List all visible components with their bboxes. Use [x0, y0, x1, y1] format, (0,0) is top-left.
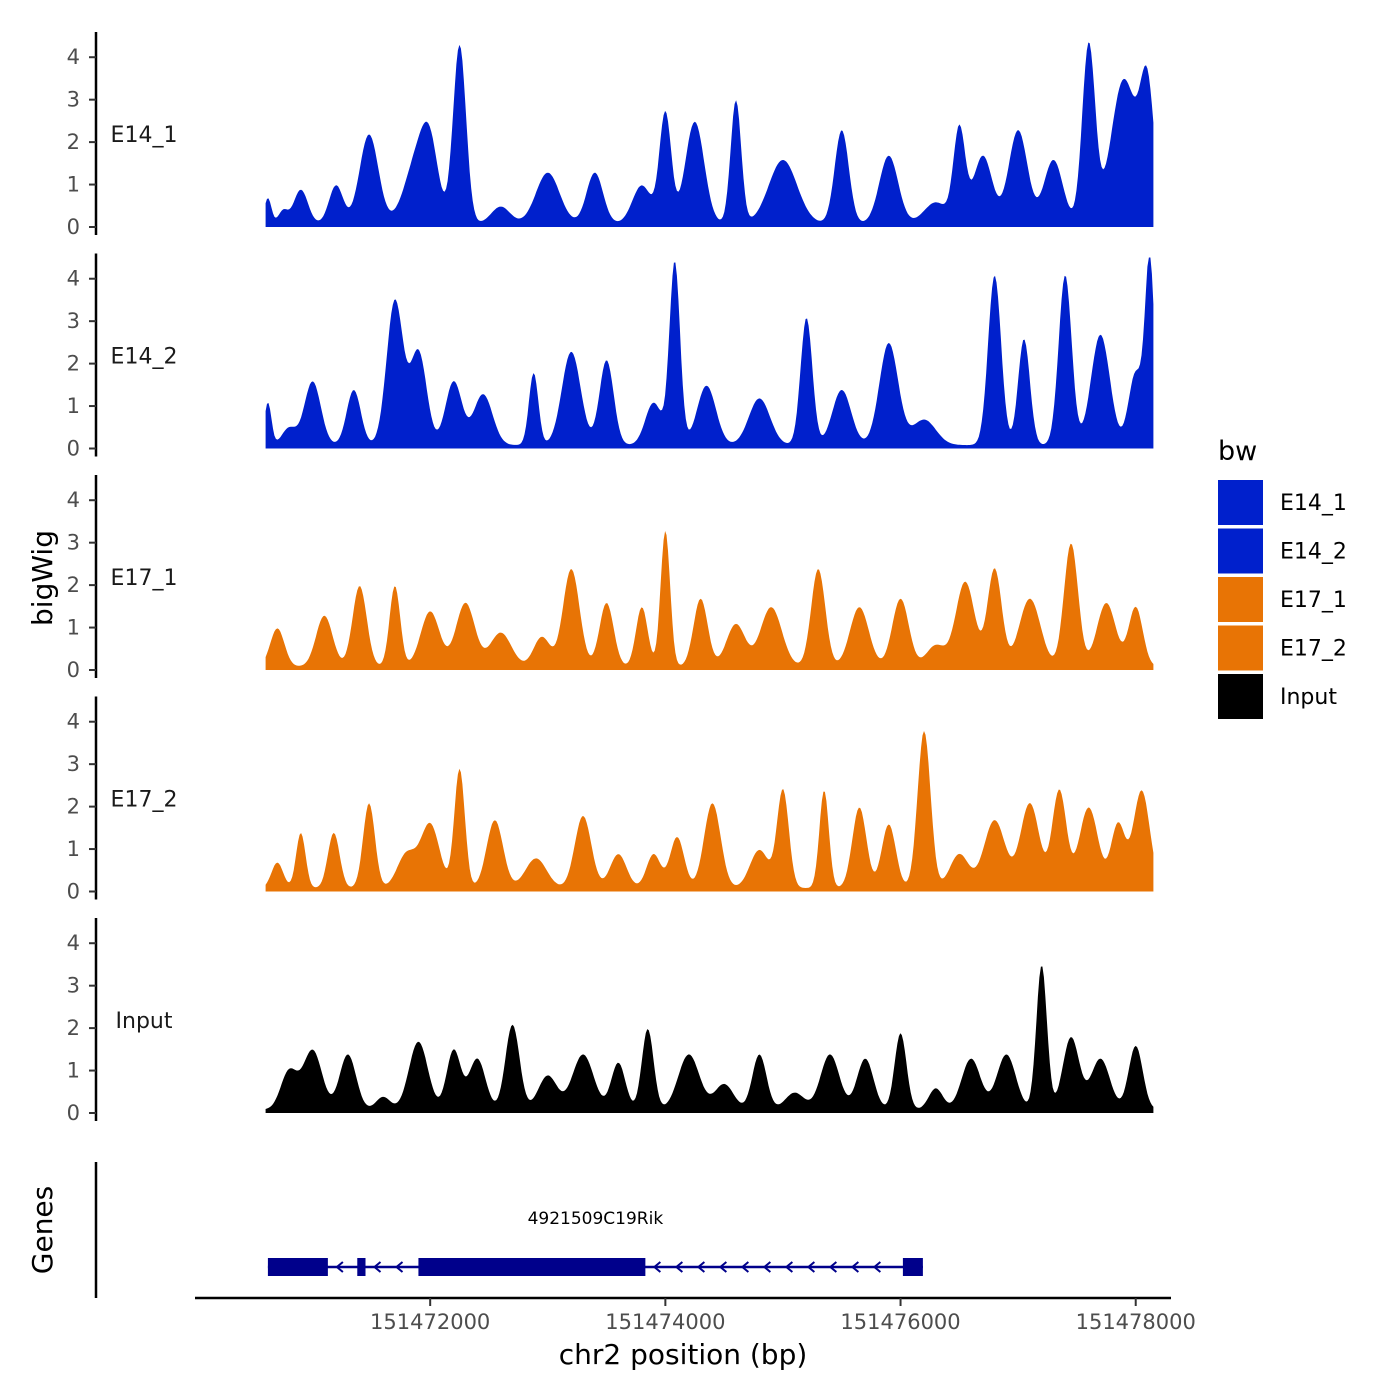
signal-tracks: 0 1 2 3 4 E14_1 0 1 2 3 4 E14_2 0 1 2 3 4 E17_1 0 1 2 3 4 E17_2…: [67, 32, 1154, 1125]
y-tick-label: 1: [67, 173, 80, 197]
y-tick-label: 4: [67, 710, 80, 734]
track-e17-1: 0 1 2 3 4 E17_1: [67, 475, 1154, 682]
x-tick-label: 151476000: [840, 1310, 960, 1334]
y-tick-label: 0: [67, 880, 80, 904]
legend-entry: E14_1: [1218, 480, 1347, 525]
gene-exon: [357, 1258, 366, 1276]
strand-arrow: [828, 1261, 838, 1273]
gene-track-title: Genes: [26, 1186, 59, 1274]
signal-area: [265, 966, 1154, 1113]
y-tick-label: 2: [67, 795, 80, 819]
legend-label: E17_2: [1280, 637, 1347, 662]
legend-swatch: [1218, 674, 1263, 719]
x-tick-label: 151474000: [605, 1310, 725, 1334]
legend-entry: E17_2: [1218, 625, 1347, 671]
signal-area: [265, 731, 1154, 892]
strand-arrow: [335, 1261, 344, 1273]
y-tick-label: 4: [67, 488, 80, 512]
track-e14-1: 0 1 2 3 4 E14_1: [67, 32, 1154, 239]
strand-arrow: [762, 1261, 772, 1273]
y-tick-label: 4: [67, 931, 80, 955]
gene-exon: [418, 1258, 646, 1276]
strand-arrow: [696, 1261, 706, 1273]
signal-area: [265, 531, 1154, 670]
signal-area: [265, 42, 1154, 227]
y-tick-label: 0: [67, 215, 80, 239]
legend: bw E14_1 E14_2 E17_1 E17_2 Input: [1218, 436, 1347, 719]
x-tick-label: 151472000: [370, 1310, 490, 1334]
x-tick-label: 151478000: [1076, 1310, 1196, 1334]
strand-arrow: [372, 1261, 382, 1273]
y-tick-label: 1: [67, 1059, 80, 1083]
track-e14-2: 0 1 2 3 4 E14_2: [67, 253, 1154, 461]
strand-arrow: [674, 1261, 684, 1273]
legend-label: E14_2: [1280, 540, 1347, 565]
y-tick-label: 1: [67, 616, 80, 640]
y-tick-label: 0: [67, 437, 80, 461]
y-tick-label: 0: [67, 1101, 80, 1125]
legend-title: bw: [1218, 436, 1257, 467]
legend-label: E17_1: [1280, 588, 1347, 613]
y-tick-label: 0: [67, 658, 80, 682]
strand-arrow: [718, 1261, 728, 1273]
track-label: E14_1: [111, 123, 178, 148]
y-tick-label: 1: [67, 837, 80, 861]
y-tick-label: 3: [67, 974, 80, 998]
legend-label: Input: [1280, 685, 1337, 710]
legend-entry: E14_2: [1218, 528, 1347, 574]
gene-model: 4921509C19Rik: [267, 1209, 923, 1276]
y-tick-label: 1: [67, 394, 80, 418]
legend-entry: E17_1: [1218, 577, 1347, 622]
track-label: E14_2: [111, 345, 178, 370]
y-tick-label: 2: [67, 1016, 80, 1040]
signal-area: [265, 257, 1154, 449]
track-input: 0 1 2 3 4 Input: [67, 918, 1154, 1125]
track-e17-2: 0 1 2 3 4 E17_2: [67, 696, 1154, 904]
gene-name: 4921509C19Rik: [528, 1209, 664, 1229]
legend-swatch: [1218, 480, 1263, 525]
y-tick-label: 2: [67, 130, 80, 154]
gene-exon: [902, 1258, 923, 1276]
y-tick-label: 2: [67, 573, 80, 597]
strand-arrow: [652, 1261, 662, 1273]
x-axis: 151472000 151474000 151476000 151478000: [195, 1296, 1196, 1334]
y-tick-label: 3: [67, 88, 80, 112]
x-axis-title: chr2 position (bp): [559, 1338, 808, 1371]
y-axis-title: bigWig: [26, 530, 59, 626]
legend-swatch: [1218, 625, 1263, 671]
legend-label: E14_1: [1280, 491, 1347, 516]
y-tick-label: 3: [67, 752, 80, 776]
track-label: E17_1: [111, 566, 178, 591]
strand-arrow: [740, 1261, 750, 1273]
gene-exon: [267, 1258, 328, 1276]
strand-arrow: [806, 1261, 816, 1273]
strand-arrow: [784, 1261, 794, 1273]
strand-arrow: [872, 1261, 882, 1273]
y-tick-label: 2: [67, 352, 80, 376]
gene-track: Genes 4921509C19Rik: [26, 1162, 923, 1298]
track-label: Input: [116, 1009, 173, 1034]
track-label: E17_2: [111, 788, 178, 813]
legend-swatch: [1218, 528, 1263, 574]
legend-swatch: [1218, 577, 1263, 622]
y-tick-label: 3: [67, 531, 80, 555]
strand-arrow: [850, 1261, 860, 1273]
y-tick-label: 4: [67, 45, 80, 69]
strand-arrow: [394, 1261, 404, 1273]
y-tick-label: 4: [67, 267, 80, 291]
legend-entry: Input: [1218, 674, 1337, 719]
y-tick-label: 3: [67, 309, 80, 333]
